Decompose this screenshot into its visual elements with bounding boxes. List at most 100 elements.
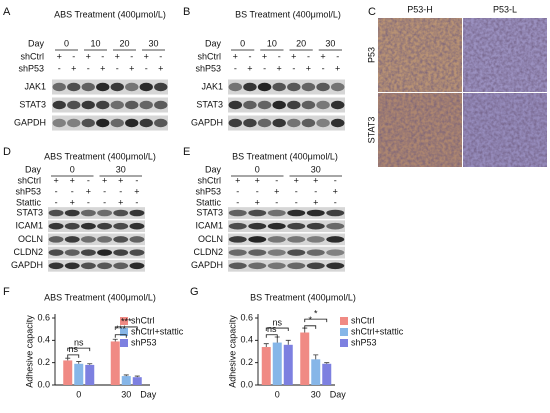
panel-title: ABS Treatment (400μmol/L) (44, 151, 156, 161)
chart-title: ABS Treatment (400μmol/L) (44, 292, 156, 302)
blot-band (80, 262, 96, 270)
blot-strip (48, 233, 145, 246)
day-value: 20 (296, 38, 306, 48)
condition-sign: - (275, 197, 278, 207)
condition-sign: - (159, 51, 162, 61)
legend-swatch (120, 317, 128, 325)
error-bar (134, 375, 140, 378)
bar (110, 341, 120, 385)
blot-band (287, 249, 306, 256)
error-bar (76, 361, 82, 364)
condition-label: Stattic (196, 197, 222, 207)
blot-band (267, 262, 286, 270)
blot-strip (52, 79, 168, 95)
blot-band (64, 222, 80, 230)
blot-band (287, 100, 301, 110)
blot-band (243, 118, 257, 128)
blot-band (64, 262, 80, 270)
blot-strip (48, 207, 145, 219)
blot-band (96, 100, 110, 110)
condition-sign: + (320, 51, 325, 61)
blot-strip (48, 220, 145, 233)
condition-sign: + (134, 186, 139, 196)
condition-sign: - (103, 197, 106, 207)
legend-label: shCtrl (131, 315, 155, 325)
bar (85, 364, 95, 385)
blot-band (97, 262, 113, 270)
blot-band (113, 209, 129, 217)
blot-band (110, 82, 124, 92)
blot-band (139, 82, 153, 92)
blot-band (154, 118, 168, 128)
day-value: 0 (255, 164, 260, 174)
x-axis-label: Day (140, 389, 157, 399)
significance-bracket (114, 326, 138, 330)
condition-sign: - (236, 186, 239, 196)
blot-band (125, 82, 139, 92)
panel-title: ABS Treatment (400μmol/L) (54, 9, 166, 19)
y-axis-label: Adhesive capacity (227, 315, 237, 388)
chart-title: BS Treatment (400μmol/L) (250, 292, 356, 302)
protein-label: STAT3 (196, 207, 223, 217)
condition-sign: - (275, 175, 278, 185)
blot-strip (48, 246, 145, 259)
blot-band (110, 100, 124, 110)
condition-sign: - (295, 197, 298, 207)
condition-sign: + (100, 63, 105, 73)
blot-band (326, 249, 345, 256)
day-value: 10 (267, 38, 277, 48)
row-label: P53 (366, 47, 376, 63)
significance-label: * (308, 315, 312, 325)
blot-band (228, 100, 243, 110)
blot-strip (228, 233, 345, 246)
bar (74, 363, 84, 385)
condition-sign: + (71, 63, 76, 73)
blot-strip (228, 246, 345, 259)
condition-sign: - (234, 63, 237, 73)
blot-band (125, 100, 139, 110)
error-bar (112, 338, 118, 342)
error-bar (263, 343, 269, 348)
significance-label: ns (272, 317, 282, 327)
blot-band (257, 100, 272, 110)
blot-band (52, 118, 66, 128)
error-bar (324, 362, 330, 364)
blot-band (272, 82, 286, 92)
y-tick-label: 0.2 (240, 357, 253, 367)
condition-sign: - (334, 197, 337, 207)
y-tick-label: 0.6 (240, 312, 253, 322)
protein-label: JAK1 (24, 81, 46, 91)
condition-sign: - (263, 63, 266, 73)
y-tick-label: 0.4 (240, 335, 253, 345)
condition-sign: + (294, 175, 299, 185)
significance-label: *** (121, 316, 132, 326)
condition-sign: + (70, 175, 75, 185)
blot-band (81, 118, 95, 128)
blot-strip (228, 207, 345, 219)
blot-strip (48, 259, 145, 272)
blot-band (113, 236, 129, 243)
blot-band (306, 249, 325, 256)
blot-band (316, 118, 330, 128)
condition-sign: + (233, 51, 238, 61)
blot-band (316, 82, 330, 92)
blot-band (326, 236, 345, 243)
condition-sign: + (262, 51, 267, 61)
condition-sign: - (55, 186, 58, 196)
condition-label: shP53 (18, 63, 44, 73)
legend-swatch (120, 339, 128, 347)
blot-strip (228, 115, 345, 131)
blot-band (243, 82, 257, 92)
condition-sign: + (333, 186, 338, 196)
blot-band (67, 82, 81, 92)
blot-band (272, 100, 286, 110)
condition-sign: + (277, 63, 282, 73)
y-axis-label: Adhesive capacity (24, 315, 34, 388)
panel-letter: D (3, 146, 11, 158)
condition-sign: - (130, 51, 133, 61)
blot-band (48, 209, 64, 217)
blot-band (129, 209, 145, 217)
blot-band (110, 118, 124, 128)
day-value: 0 (64, 38, 69, 48)
blot-band (64, 209, 80, 217)
